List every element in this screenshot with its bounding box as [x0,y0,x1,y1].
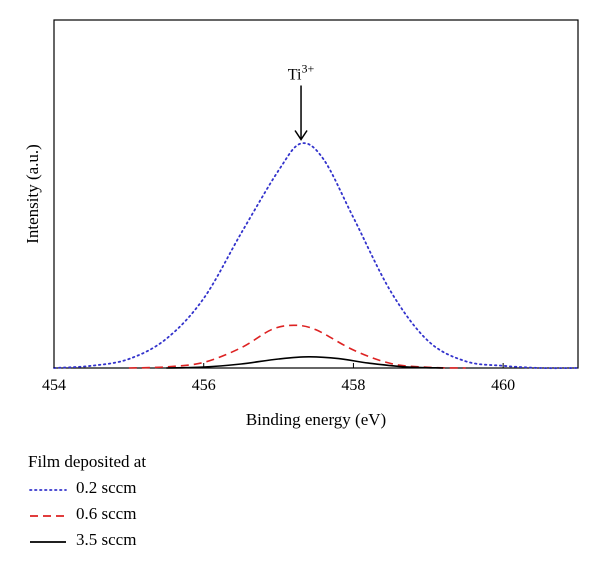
series-layer [53,142,579,370]
legend-entry-2: 3.5 sccm [28,530,288,554]
x-ticks: 454 456 458 460 [42,363,515,394]
legend-title: Film deposited at [28,452,147,471]
annotation-arrowhead [294,130,308,141]
legend-label-0: 0.2 sccm [76,478,137,497]
series-line-0 [53,142,579,370]
annotation-label: Ti3+ [288,61,315,83]
x-tick-label-3: 460 [491,377,515,394]
legend-swatch-0 [29,489,67,491]
legend-entry-0: 0.2 sccm [28,478,288,502]
x-tick-label-1: 456 [192,377,216,394]
legend-swatch-1 [30,515,66,517]
plot-area: 454 456 458 460 [42,19,579,394]
x-axis-title: Binding energy (eV) [246,410,386,429]
y-axis-title: Intensity (a.u.) [23,144,42,244]
x-tick-label-0: 454 [42,377,66,394]
legend: Film deposited at 0.2 sccm 0.6 sccm 3.5 sc… [28,452,328,562]
legend-label-2: 3.5 sccm [76,530,137,549]
legend-label-1: 0.6 sccm [76,504,137,523]
ti3-annotation: Ti3+ [288,61,315,141]
legend-swatch-2 [30,541,66,543]
x-tick-label-2: 458 [341,377,365,394]
legend-entry-1: 0.6 sccm [28,504,288,528]
series-line-2 [166,355,444,369]
plot-frame [53,19,579,369]
series-line-1 [128,324,466,369]
